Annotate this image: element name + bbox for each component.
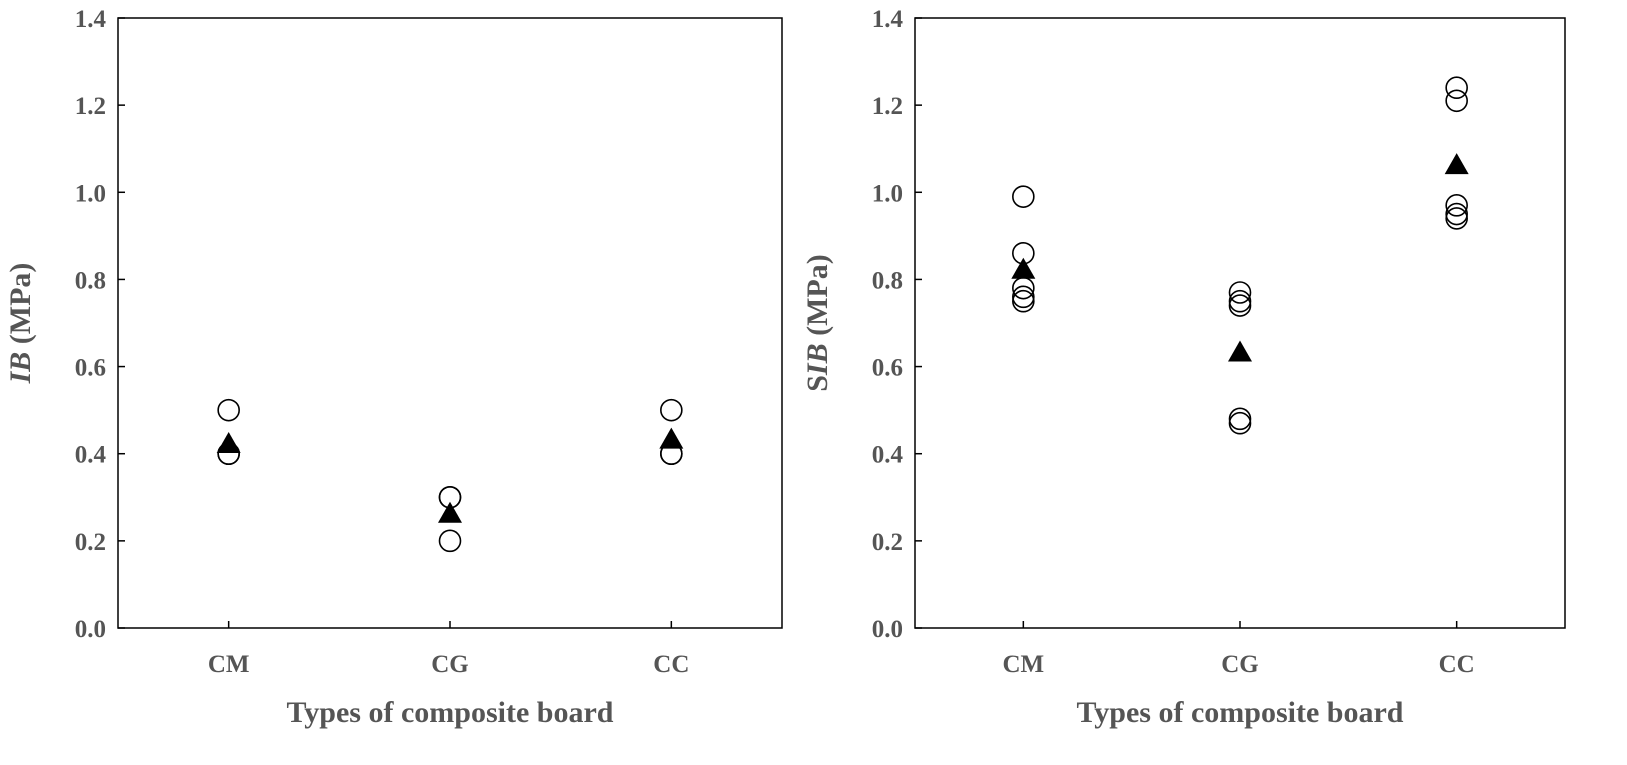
data-point-open-circle-cm [1012, 285, 1035, 309]
data-point-open-circle-cc [1445, 194, 1468, 217]
y-tick-label: 0.6 [75, 355, 106, 382]
data-point-open-circle-cc [1445, 89, 1468, 113]
y-tick-label: 1.0 [872, 180, 903, 207]
data-point-mean-triangle-cg [438, 501, 462, 523]
x-tick-label-cg: CG [1221, 651, 1259, 678]
data-point-mean-triangle-cm [1011, 257, 1036, 279]
x-tick-label-cm: CM [1003, 651, 1045, 678]
y-axis-title-part: (MPa) [801, 254, 834, 343]
y-tick-label: 0.4 [75, 442, 107, 469]
panel-sib: 0.0 0.2 0.4 0.6 0.8 1.0 1.2 1.4 CM CG CC Types of c… [801, 6, 1566, 729]
plot-frame [117, 17, 783, 629]
plot-frame [914, 17, 1566, 629]
y-axis-title: SIB (MPa) [801, 254, 834, 392]
panel-ib: 0.0 0.2 0.4 0.6 0.8 1.0 1.2 1.4 CM CG CC Types of c… [4, 6, 783, 729]
data-point-open-circle-cm [1012, 185, 1035, 208]
y-tick-label: 0.8 [75, 267, 106, 294]
data-point-open-circle-cg [1228, 281, 1252, 304]
data-point-open-circle-cg [1228, 411, 1252, 435]
data-point-open-circle-cg [1228, 294, 1252, 317]
y-tick-label: 0.0 [75, 616, 106, 643]
data-point-open-circle-cg [438, 529, 462, 553]
x-tick-label-cc: CC [1439, 651, 1475, 678]
y-tick-label: 0.4 [872, 442, 904, 469]
data-point-open-circle-cc [1445, 202, 1468, 226]
x-axis-title: Types of composite board [287, 696, 614, 729]
data-point-open-circle-cm [1012, 289, 1035, 313]
x-axis-title: Types of composite board [1077, 696, 1404, 729]
y-tick-label: 1.2 [75, 93, 106, 120]
data-point-open-circle-cm [217, 398, 240, 422]
y-tick-label: 0.0 [872, 616, 903, 643]
data-point-open-circle-cc [1445, 207, 1468, 230]
y-axis-title-part: IB [4, 352, 37, 385]
y-tick-label: 0.2 [872, 529, 903, 556]
y-tick-label: 1.4 [75, 6, 107, 33]
data-point-open-circle-cg [1228, 289, 1252, 313]
y-axis-title: IB (MPa) [4, 263, 37, 385]
data-point-open-circle-cm [1012, 276, 1035, 300]
data-point-open-circle-cc [1445, 76, 1468, 100]
y-tick-label: 1.2 [872, 93, 903, 120]
data-point-open-circle-cg [1228, 407, 1252, 431]
data-point-mean-triangle-cg [1228, 340, 1252, 362]
y-tick-label: 0.6 [872, 355, 903, 382]
x-tick-label-cc: CC [653, 651, 689, 678]
y-axis-title-part: (MPa) [4, 263, 37, 352]
x-tick-label-cg: CG [431, 651, 469, 678]
data-point-mean-triangle-cm [216, 431, 241, 453]
x-tick-label-cm: CM [208, 651, 250, 678]
y-axis-title-part: IB [801, 343, 834, 376]
data-point-mean-triangle-cc [1444, 153, 1469, 175]
y-axis-title-part: S [801, 375, 834, 392]
y-tick-label: 0.2 [75, 529, 106, 556]
y-tick-label: 0.8 [872, 267, 903, 294]
data-point-mean-triangle-cc [659, 427, 684, 449]
data-point-open-circle-cc [660, 398, 683, 422]
y-tick-label: 1.4 [872, 6, 904, 33]
y-tick-label: 1.0 [75, 180, 106, 207]
